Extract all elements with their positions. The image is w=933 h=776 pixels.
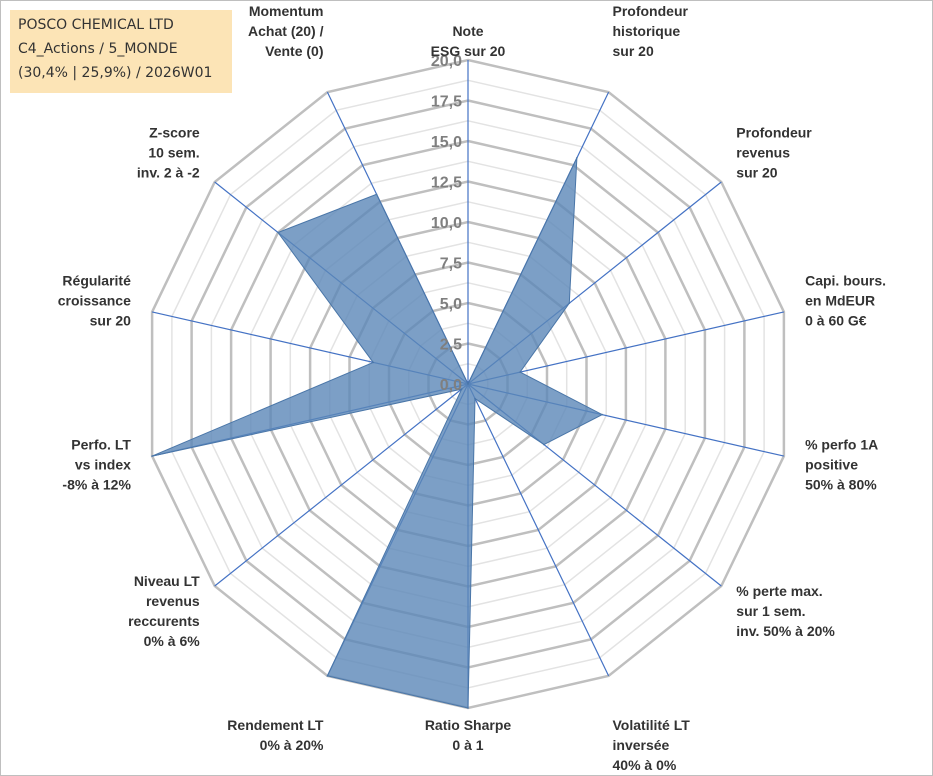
radar-tick-labels: 0,0 2,5 5,0 7,5 10,0 12,5 15,0 17,5 20,0 — [431, 53, 462, 394]
axis-label: Profondeur revenus sur 20 — [736, 124, 812, 180]
axis-label-line: Rendement LT — [227, 717, 324, 733]
axis-label-line: Niveau LT — [134, 573, 200, 589]
chart-title-box: POSCO CHEMICAL LTD C4_Actions / 5_MONDE … — [10, 10, 232, 93]
series-point — [375, 193, 378, 196]
series-point — [474, 397, 476, 400]
axis-label-line: Profondeur — [736, 124, 812, 140]
axis-label-line: Régularité — [62, 273, 131, 289]
axis-label-line: reccurents — [128, 613, 200, 629]
axis-label: % perfo 1A positive 50% à 80% — [805, 436, 878, 492]
axis-label-line: 0% à 6% — [144, 633, 201, 649]
axis-label-line: historique — [613, 23, 681, 39]
tick-label: 10,0 — [431, 215, 462, 232]
tick-label: 17,5 — [431, 94, 462, 111]
axis-label-line: % perte max. — [736, 583, 822, 599]
axis-label: Niveau LT revenus reccurents 0% à 6% — [128, 573, 200, 649]
axis-label-line: inv. 2 à -2 — [137, 164, 200, 180]
axis-label: Z-score 10 sem. inv. 2 à -2 — [137, 124, 200, 180]
axis-label: Rendement LT 0% à 20% — [227, 717, 324, 753]
axis-label-line: ESG sur 20 — [431, 43, 506, 59]
axis-label-line: sur 20 — [613, 43, 654, 59]
axis-label-line: 0 à 1 — [452, 737, 483, 753]
axis-spoke — [214, 383, 469, 587]
axis-label-line: sur 20 — [736, 164, 777, 180]
tick-label: 7,5 — [440, 256, 462, 273]
tick-label: 12,5 — [431, 175, 462, 192]
tick-label: 5,0 — [440, 296, 462, 313]
title-line-3: (30,4% | 25,9%) / 2026W01 — [18, 65, 213, 81]
axis-label-line: Achat (20) / — [248, 23, 324, 39]
axis-label-line: positive — [805, 456, 858, 472]
axis-label-line: 0% à 20% — [260, 737, 324, 753]
axis-label-line: inversée — [613, 737, 670, 753]
axis-label-line: revenus — [736, 144, 790, 160]
axis-label-line: Volatilité LT — [613, 717, 691, 733]
axis-label: Momentum Achat (20) / Vente (0) — [248, 3, 324, 59]
axis-label-line: sur 20 — [90, 313, 131, 329]
series-point — [467, 383, 469, 385]
axis-label: Perfo. LT vs index -8% à 12% — [62, 436, 131, 492]
axis-label-line: Momentum — [249, 3, 324, 19]
tick-label: 20,0 — [431, 53, 462, 70]
series-point — [151, 455, 153, 457]
series-point — [568, 302, 571, 305]
axis-label-line: Capi. bours. — [805, 273, 886, 289]
series-point — [277, 231, 279, 234]
axis-label-line: vs index — [75, 456, 131, 472]
series-point — [576, 157, 578, 159]
axis-label-line: 10 sem. — [148, 144, 199, 160]
radar-axis-labels: Note ESG sur 20 Profondeur historique sur 20… — [58, 3, 886, 773]
axis-label-line: 40% à 0% — [613, 757, 677, 773]
axis-label-line: Vente (0) — [265, 43, 323, 59]
series-point — [519, 371, 521, 373]
axis-label-line: -8% à 12% — [62, 476, 131, 492]
axis-label: Capi. bours. en MdEUR 0 à 60 G€ — [805, 273, 886, 329]
axis-label: Profondeur historique sur 20 — [613, 3, 689, 59]
title-line-1: POSCO CHEMICAL LTD — [18, 17, 174, 33]
series-point — [543, 443, 545, 446]
axis-label: Régularité croissance sur 20 — [58, 273, 131, 329]
axis-label-line: revenus — [146, 593, 200, 609]
title-line-2: C4_Actions / 5_MONDE — [18, 41, 178, 57]
axis-label-line: 0 à 60 G€ — [805, 313, 867, 329]
axis-label-line: 50% à 80% — [805, 476, 877, 492]
axis-spoke — [467, 383, 610, 677]
series-area — [151, 157, 604, 709]
series-point — [601, 413, 603, 416]
series-point — [460, 388, 463, 390]
axis-label: % perte max. sur 1 sem. inv. 50% à 20% — [736, 583, 835, 639]
axis-label-line: inv. 50% à 20% — [736, 623, 835, 639]
series-point — [372, 361, 375, 364]
tick-label: 2,5 — [440, 337, 462, 354]
series-point — [467, 707, 469, 709]
axis-label-line: Profondeur — [613, 3, 689, 19]
tick-label: 0,0 — [440, 377, 462, 394]
axis-label: Volatilité LT inversée 40% à 0% — [613, 717, 691, 773]
axis-label-line: croissance — [58, 293, 131, 309]
radar-series-area — [151, 157, 604, 709]
axis-label-line: en MdEUR — [805, 293, 875, 309]
axis-label-line: Note — [452, 23, 483, 39]
axis-label-line: Perfo. LT — [71, 436, 131, 452]
axis-label-line: Z-score — [149, 124, 200, 140]
axis-label: Note ESG sur 20 — [431, 23, 506, 59]
tick-label: 15,0 — [431, 134, 462, 151]
axis-label-line: % perfo 1A — [805, 436, 878, 452]
axis-label: Ratio Sharpe 0 à 1 — [425, 717, 512, 753]
axis-label-line: sur 1 sem. — [736, 603, 805, 619]
series-point — [326, 675, 329, 677]
axis-label-line: Ratio Sharpe — [425, 717, 512, 733]
